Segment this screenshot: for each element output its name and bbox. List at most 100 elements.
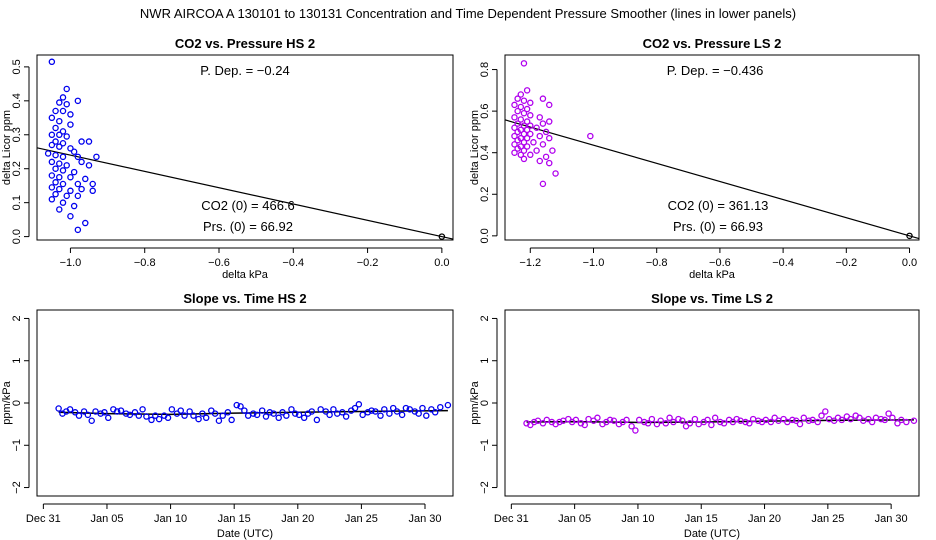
p1-prs-zero-annotation: Prs. (0) = 66.92 (203, 219, 293, 234)
p2-y-tick-label: 0.6 (479, 103, 491, 118)
p2-data-point (520, 60, 528, 67)
p4-data-point (686, 420, 694, 427)
p4-data-point (662, 420, 670, 427)
p1-data-point (67, 121, 74, 128)
p3-plot-frame (36, 309, 454, 497)
p1-data-point (59, 199, 67, 206)
p3-data-point (389, 404, 397, 412)
p2-data-point (517, 116, 525, 123)
p3-data-point (152, 412, 159, 419)
p3-data-point (326, 411, 333, 419)
p4-data-point (838, 416, 846, 424)
p3-y-tick-label: 1 (11, 358, 23, 364)
p1-y-tick-label: 0.1 (11, 195, 23, 210)
p3-data-point (143, 413, 150, 420)
p3-y-axis-label: ppm/kPa (1, 380, 13, 424)
p4-data-point (641, 418, 648, 426)
p3-data-point (233, 401, 240, 409)
p3-y-tick-label: 2 (11, 315, 23, 321)
p3-data-point (381, 406, 388, 413)
p3-data-point (339, 409, 346, 416)
p4-data-point (530, 418, 538, 426)
p1-data-point (56, 160, 63, 167)
p3-data-point (71, 409, 79, 416)
p3-data-point (330, 406, 337, 413)
p1-data-point (56, 185, 63, 193)
p1-data-point (52, 138, 59, 145)
p2-data-point (523, 143, 531, 150)
p4-x-tick-label: Jan 15 (685, 513, 718, 525)
p3-x-tick-label: Jan 15 (218, 513, 251, 525)
p4-x-tick-label: Jan 30 (875, 513, 908, 525)
p2-data-point (511, 124, 518, 132)
p2-data-point (545, 101, 553, 109)
p2-origin-point (906, 232, 913, 240)
p1-x-tick-label: −0.4 (282, 257, 304, 269)
p1-data-point (59, 94, 67, 101)
p3-data-point (237, 403, 244, 410)
p2-data-point (520, 122, 528, 129)
p4-data-point (789, 416, 796, 424)
p1-y-tick-label: 0.5 (11, 59, 23, 74)
p1-x-tick-label: −0.8 (134, 257, 156, 269)
p4-data-point (670, 418, 677, 426)
p1-y-tick-label: 0.2 (11, 161, 23, 176)
p2-x-tick-label: −1.2 (519, 257, 541, 269)
p3-data-point (372, 408, 379, 415)
p2-data-point (533, 147, 540, 154)
p4-data-point (711, 414, 719, 422)
p2-fit-line (504, 119, 920, 240)
p1-data-point (48, 131, 56, 139)
p1-data-point (56, 143, 63, 150)
p4-y-tick-label: 0 (479, 400, 491, 406)
p1-data-point (52, 107, 59, 115)
p3-x-tick-label: Jan 30 (408, 513, 441, 525)
p3-data-point (258, 407, 266, 414)
p3-data-point (241, 407, 248, 414)
p1-data-point (74, 192, 82, 200)
p4-data-point (847, 415, 854, 423)
p4-data-point (720, 420, 728, 427)
p3-data-point (228, 416, 235, 424)
p1-p-dep-annotation: P. Dep. = −0.24 (200, 63, 289, 78)
p4-data-point (814, 418, 821, 426)
p1-data-point (78, 185, 85, 193)
p2-data-point (520, 155, 528, 163)
p1-data-point (63, 192, 70, 200)
p3-data-point (377, 412, 384, 419)
p3-data-point (55, 405, 62, 412)
p3-data-point (104, 414, 112, 422)
p4-chart-title: Slope vs. Time LS 2 (651, 291, 773, 306)
p1-origin-point (438, 233, 446, 240)
p2-data-point (539, 180, 547, 188)
p2-y-axis-label: delta Licor ppm (469, 110, 481, 185)
p2-data-point (539, 95, 547, 102)
p1-data-point (74, 226, 82, 234)
p1-data-point (70, 168, 78, 176)
p2-data-point (520, 130, 528, 138)
p4-data-point (754, 417, 762, 425)
p2-data-point (514, 128, 521, 136)
p3-data-point (211, 410, 219, 417)
p2-data-point (523, 105, 531, 113)
p3-data-point (164, 414, 172, 422)
p4-data-point (800, 414, 808, 422)
p4-data-point (894, 420, 901, 427)
p3-data-point (88, 417, 95, 425)
p4-x-tick-label: Jan 25 (811, 513, 844, 525)
p4-data-point (556, 418, 563, 426)
p3-y-tick-label: 0 (11, 400, 23, 406)
p4-data-point (657, 417, 664, 425)
p1-data-point (70, 148, 78, 155)
p3-data-point (97, 410, 104, 417)
p3-data-point (295, 411, 303, 419)
p4-data-point (632, 427, 639, 434)
p1-data-point (89, 180, 96, 188)
p1-data-point (48, 196, 56, 203)
p1-data-point (63, 85, 70, 93)
p4-data-point (746, 420, 753, 427)
p4-data-point (805, 417, 813, 425)
p3-y-tick-label: −2 (11, 481, 23, 494)
p2-data-point (511, 132, 518, 140)
p1-co2-zero-annotation: CO2 (0) = 466.6 (201, 198, 295, 213)
